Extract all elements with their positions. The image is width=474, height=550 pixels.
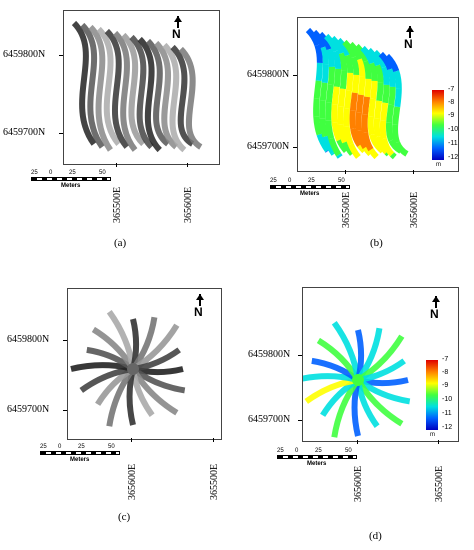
- survey-track: [372, 49, 397, 160]
- survey-track: [330, 35, 355, 156]
- north-arrow-icon: N: [171, 16, 185, 42]
- north-arrow-icon: N: [429, 296, 443, 322]
- north-arrow-icon: N: [193, 294, 207, 320]
- survey-track: [336, 37, 361, 159]
- y-label: 6459800N: [248, 349, 291, 360]
- survey-track: [305, 27, 331, 153]
- survey-track: [342, 39, 367, 154]
- survey-track: [348, 41, 373, 157]
- survey-track: [178, 46, 203, 150]
- survey-track: [366, 47, 391, 157]
- survey-track: [354, 43, 379, 160]
- survey-lines-c: [70, 309, 186, 427]
- survey-track: [79, 22, 105, 149]
- survey-track: [372, 49, 397, 160]
- survey-center: [352, 374, 364, 386]
- x-label: 365600E: [183, 186, 194, 223]
- survey-track: [129, 34, 154, 150]
- survey-track: [336, 37, 361, 159]
- survey-track: [330, 35, 355, 156]
- survey-track: [378, 51, 403, 154]
- survey-track: [137, 36, 163, 153]
- survey-track: [305, 27, 331, 153]
- survey-track: [305, 27, 331, 153]
- survey-track: [360, 45, 385, 154]
- x-label: 365500E: [112, 186, 123, 223]
- survey-track: [317, 31, 343, 159]
- survey-center: [127, 363, 139, 375]
- survey-lines-d: [303, 320, 411, 438]
- color-ramp: [432, 90, 444, 160]
- panel-caption: (c): [118, 511, 131, 523]
- survey-track: [317, 31, 343, 159]
- depth-legend: -7 -8 -9 -10 -11 -12 m: [428, 86, 462, 176]
- x-label: 365500E: [434, 465, 445, 502]
- survey-track: [336, 37, 361, 159]
- survey-track: [378, 51, 403, 154]
- survey-track: [323, 33, 349, 153]
- map-frame-a: [63, 10, 220, 165]
- x-label: 365600E: [127, 463, 138, 500]
- survey-track: [104, 28, 130, 149]
- scale-bar: 25 0 25 50 Meters: [40, 444, 120, 466]
- survey-track: [112, 30, 138, 152]
- depth-legend: -7 -8 -9 -10 -11 -12 m: [422, 356, 456, 446]
- survey-track: [360, 45, 385, 154]
- survey-track: [348, 41, 373, 157]
- survey-track: [121, 32, 146, 147]
- survey-track: [366, 47, 391, 157]
- survey-track: [342, 39, 367, 154]
- survey-track: [354, 43, 379, 160]
- survey-track: [360, 45, 385, 154]
- survey-track: [88, 24, 113, 152]
- survey-track: [348, 41, 373, 157]
- survey-track: [170, 44, 195, 147]
- north-arrow-icon: N: [403, 26, 417, 52]
- survey-track: [153, 40, 179, 150]
- panel-caption: (d): [369, 530, 382, 542]
- scale-bar: 25 0 25 50 Meters: [31, 170, 111, 192]
- survey-track: [323, 33, 349, 153]
- survey-track: [323, 33, 349, 153]
- map-frame-c: [67, 288, 222, 440]
- survey-track: [311, 29, 337, 156]
- panel-caption: (b): [370, 237, 383, 249]
- survey-track: [317, 31, 343, 159]
- survey-track: [342, 39, 367, 154]
- y-label: 6459800N: [3, 49, 46, 60]
- y-label: 6459700N: [247, 141, 290, 152]
- survey-track: [162, 42, 187, 153]
- survey-track: [145, 38, 170, 147]
- y-label: 6459700N: [7, 404, 50, 415]
- x-label: 365600E: [353, 465, 364, 502]
- x-label: 365600E: [409, 191, 420, 228]
- scale-bar: 25 0 25 50 Meters: [270, 178, 350, 200]
- survey-track: [384, 53, 409, 157]
- y-label: 6459800N: [7, 334, 50, 345]
- survey-track: [330, 35, 355, 156]
- survey-track: [366, 47, 391, 157]
- survey-track: [378, 51, 403, 154]
- survey-track: [71, 20, 97, 146]
- scale-bar: 25 0 25 50 Meters: [277, 448, 357, 470]
- survey-track: [96, 26, 122, 146]
- color-ramp: [426, 360, 438, 430]
- survey-track: [384, 53, 409, 157]
- panel-caption: (a): [114, 237, 127, 249]
- survey-lines-b: [305, 27, 409, 160]
- survey-track: [384, 53, 409, 157]
- survey-track: [311, 29, 337, 156]
- survey-track: [311, 29, 337, 156]
- y-label: 6459700N: [248, 414, 291, 425]
- y-label: 6459700N: [3, 127, 46, 138]
- survey-track: [372, 49, 397, 160]
- survey-track: [354, 43, 379, 160]
- survey-lines-a: [71, 20, 203, 153]
- x-label: 365500E: [209, 463, 220, 500]
- y-label: 6459800N: [247, 69, 290, 80]
